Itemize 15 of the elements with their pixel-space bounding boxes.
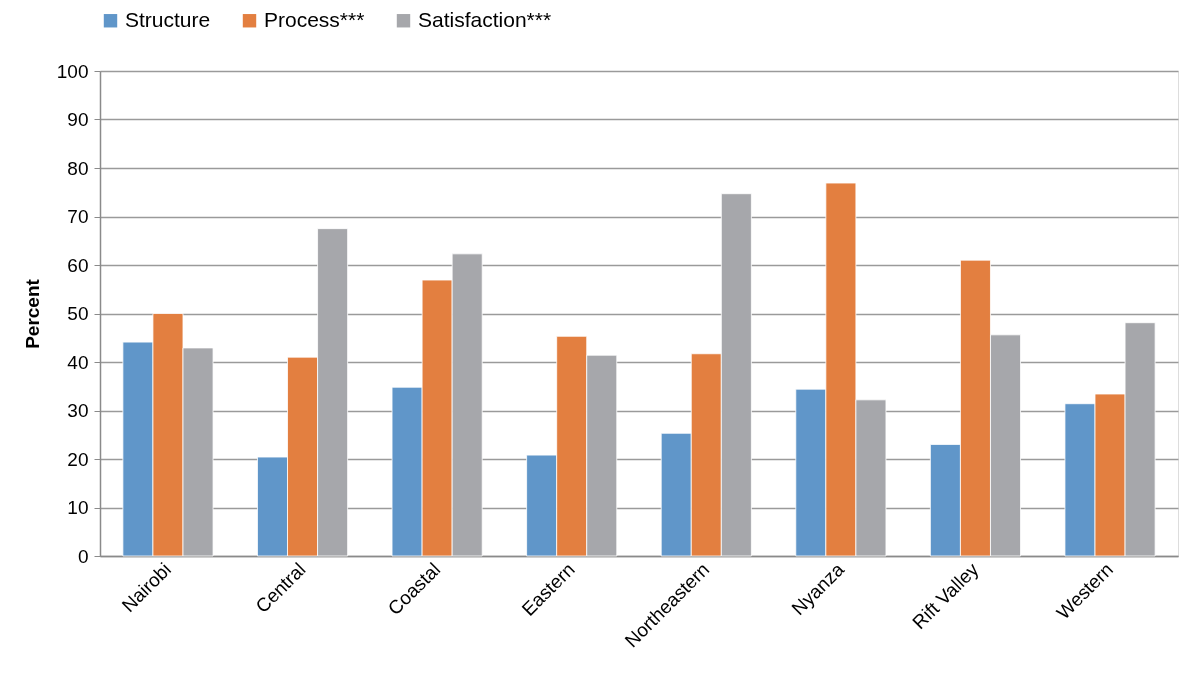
y-tick-label: 100 — [56, 60, 89, 82]
y-tick-label: 60 — [67, 254, 89, 276]
y-tick-label: 30 — [67, 400, 89, 421]
y-axis-title: Percent — [21, 278, 43, 349]
y-tick-label: 40 — [67, 351, 89, 373]
legend-label: Structure — [125, 7, 211, 31]
legend-label: Satisfaction*** — [418, 7, 552, 31]
y-tick-label: 70 — [67, 206, 89, 227]
legend-label: Process*** — [264, 7, 365, 31]
y-tick-label: 10 — [67, 497, 89, 518]
y-tick-label: 80 — [67, 157, 89, 179]
y-tick-label: 90 — [67, 109, 89, 130]
y-tick-label: 20 — [67, 448, 89, 470]
y-tick-label: 50 — [67, 303, 89, 324]
y-tick-label: 0 — [77, 545, 89, 567]
